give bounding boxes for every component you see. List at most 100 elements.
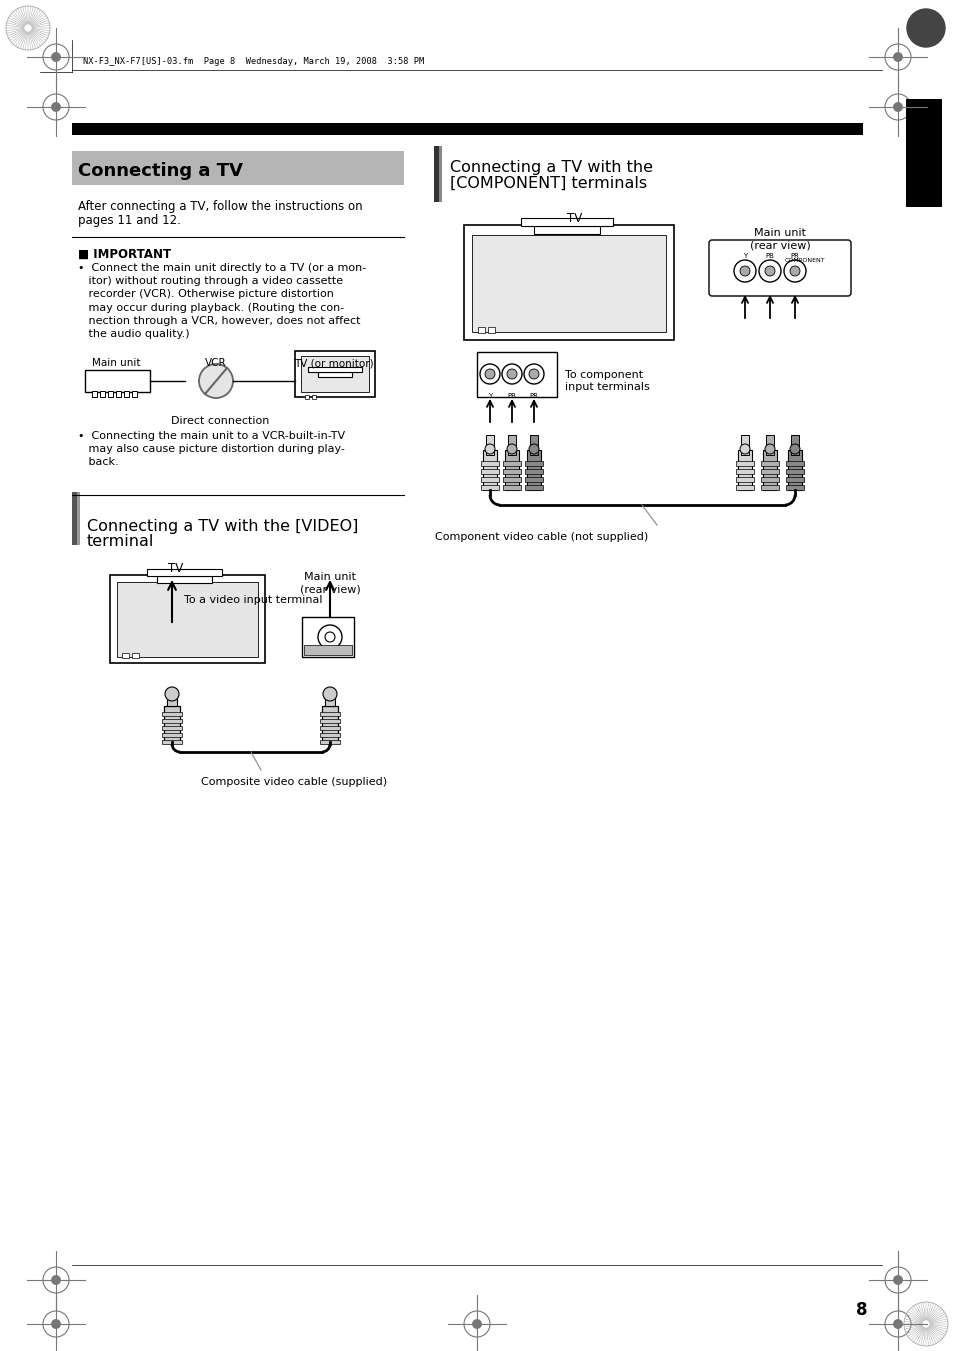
Bar: [507, 435, 516, 455]
Bar: [434, 146, 438, 203]
Bar: [760, 477, 779, 482]
Text: recorder (VCR). Otherwise picture distortion: recorder (VCR). Otherwise picture distor…: [78, 289, 334, 300]
Bar: [308, 367, 361, 372]
Text: After connecting a TV, follow the instructions on: After connecting a TV, follow the instru…: [78, 200, 362, 213]
Bar: [162, 740, 182, 744]
Circle shape: [323, 688, 336, 701]
Circle shape: [51, 1319, 61, 1329]
Text: Direct connection: Direct connection: [171, 416, 269, 426]
Text: nection through a VCR, however, does not affect: nection through a VCR, however, does not…: [78, 316, 360, 326]
Bar: [476, 353, 557, 397]
Bar: [502, 485, 520, 490]
Bar: [504, 450, 518, 490]
Bar: [785, 485, 803, 490]
Bar: [162, 719, 182, 723]
Bar: [785, 461, 803, 466]
Circle shape: [484, 444, 495, 454]
Bar: [762, 450, 776, 490]
Text: PR: PR: [529, 393, 537, 399]
Bar: [524, 477, 542, 482]
Bar: [477, 327, 484, 332]
Bar: [735, 469, 753, 474]
Bar: [905, 99, 941, 207]
Bar: [480, 477, 498, 482]
Bar: [301, 357, 369, 392]
Bar: [304, 644, 352, 655]
Bar: [162, 712, 182, 716]
Circle shape: [733, 259, 755, 282]
Text: pages 11 and 12.: pages 11 and 12.: [78, 213, 181, 227]
Text: To a video input terminal: To a video input terminal: [184, 594, 322, 605]
Text: Connecting a TV: Connecting a TV: [78, 162, 243, 180]
Circle shape: [317, 626, 341, 648]
Circle shape: [529, 369, 538, 380]
Bar: [110, 576, 265, 663]
Text: •  Connect the main unit directly to a TV (or a mon-: • Connect the main unit directly to a TV…: [78, 263, 366, 273]
Bar: [438, 146, 441, 203]
Circle shape: [906, 9, 944, 47]
Bar: [524, 461, 542, 466]
Text: (rear view): (rear view): [299, 584, 360, 594]
Text: [COMPONENT] terminals: [COMPONENT] terminals: [450, 176, 646, 190]
Circle shape: [51, 103, 61, 112]
Circle shape: [892, 53, 902, 62]
Circle shape: [892, 103, 902, 112]
Bar: [162, 725, 182, 730]
Bar: [480, 469, 498, 474]
FancyBboxPatch shape: [708, 240, 850, 296]
Bar: [91, 390, 97, 397]
Circle shape: [51, 1275, 61, 1285]
Bar: [108, 390, 112, 397]
Text: Connecting a TV with the [VIDEO]: Connecting a TV with the [VIDEO]: [87, 519, 358, 534]
Bar: [71, 492, 77, 544]
Bar: [502, 477, 520, 482]
Bar: [319, 725, 339, 730]
Text: TV: TV: [168, 562, 183, 576]
Circle shape: [789, 266, 800, 276]
Text: the audio quality.): the audio quality.): [78, 330, 190, 339]
Circle shape: [523, 363, 543, 384]
Text: TV (or monitor): TV (or monitor): [294, 358, 374, 367]
Text: To component: To component: [564, 370, 642, 380]
Bar: [735, 485, 753, 490]
Bar: [520, 218, 613, 226]
Bar: [124, 390, 129, 397]
Circle shape: [740, 266, 749, 276]
Bar: [77, 492, 80, 544]
Bar: [526, 450, 540, 490]
Circle shape: [501, 363, 521, 384]
Circle shape: [892, 1319, 902, 1329]
Text: Connecting a TV with the: Connecting a TV with the: [450, 159, 652, 176]
Bar: [162, 734, 182, 738]
Text: may also cause picture distortion during play-: may also cause picture distortion during…: [78, 444, 345, 454]
Bar: [524, 469, 542, 474]
Bar: [325, 690, 335, 705]
Text: back.: back.: [78, 458, 118, 467]
Circle shape: [479, 363, 499, 384]
Circle shape: [740, 444, 749, 454]
Circle shape: [764, 266, 774, 276]
Bar: [322, 705, 337, 742]
Bar: [760, 461, 779, 466]
Text: Y: Y: [742, 253, 746, 259]
Bar: [147, 569, 222, 576]
Text: may occur during playback. (Routing the con-: may occur during playback. (Routing the …: [78, 303, 344, 312]
Circle shape: [165, 688, 179, 701]
Circle shape: [51, 53, 61, 62]
Bar: [787, 450, 801, 490]
Bar: [167, 690, 177, 705]
Bar: [735, 461, 753, 466]
Bar: [317, 372, 352, 377]
Text: itor) without routing through a video cassette: itor) without routing through a video ca…: [78, 276, 343, 286]
Bar: [100, 390, 105, 397]
Text: Composite video cable (supplied): Composite video cable (supplied): [201, 777, 387, 788]
Text: Main unit: Main unit: [91, 358, 140, 367]
Bar: [488, 327, 495, 332]
Bar: [760, 485, 779, 490]
Bar: [785, 477, 803, 482]
Bar: [302, 617, 354, 657]
Bar: [502, 469, 520, 474]
Bar: [765, 435, 773, 455]
Text: Y: Y: [487, 393, 492, 399]
Circle shape: [199, 363, 233, 399]
